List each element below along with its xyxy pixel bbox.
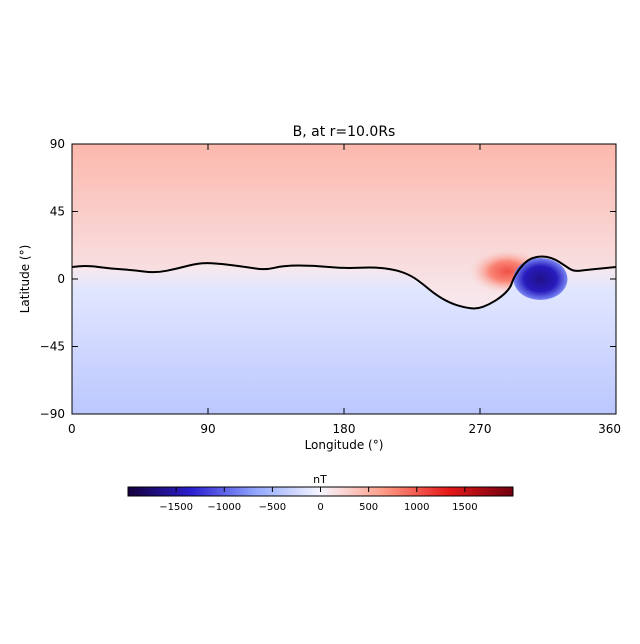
colorbar-tick-label: −1500 <box>159 502 193 513</box>
x-tick-label: 90 <box>200 422 215 436</box>
colorbar-tick-label: −500 <box>259 502 286 513</box>
y-tick-label: −45 <box>40 340 65 354</box>
colorbar-tick-label: 500 <box>359 502 378 513</box>
y-tick-label: 90 <box>50 137 65 151</box>
y-axis: 90 45 0 −45 −90 <box>40 137 616 421</box>
colorbar-tick-label: 0 <box>317 502 323 513</box>
y-axis-label: Latitude (°) <box>18 245 32 314</box>
x-axis-label: Longitude (°) <box>305 438 384 452</box>
x-tick-label: 360 <box>598 422 621 436</box>
colorbar-tick-label: 1500 <box>452 502 477 513</box>
y-tick-label: 0 <box>57 272 65 286</box>
y-tick-label: −90 <box>40 407 65 421</box>
plot-area <box>72 144 616 414</box>
neutral-line <box>72 255 616 310</box>
chart-title: B, at r=10.0Rs <box>293 124 396 140</box>
colorbar-tick-label: −1000 <box>207 502 241 513</box>
colorbar-ticks: −1500 −1000 −500 0 500 1000 1500 <box>159 487 478 513</box>
x-tick-label: 270 <box>469 422 492 436</box>
colorbar-tick-label: 1000 <box>404 502 429 513</box>
negative-spot <box>513 258 568 300</box>
y-tick-label: 45 <box>50 205 65 219</box>
x-tick-label: 0 <box>68 422 76 436</box>
x-tick-label: 180 <box>333 422 356 436</box>
colorbar-label: nT <box>313 473 327 486</box>
x-axis: 0 90 180 270 360 <box>68 144 621 436</box>
